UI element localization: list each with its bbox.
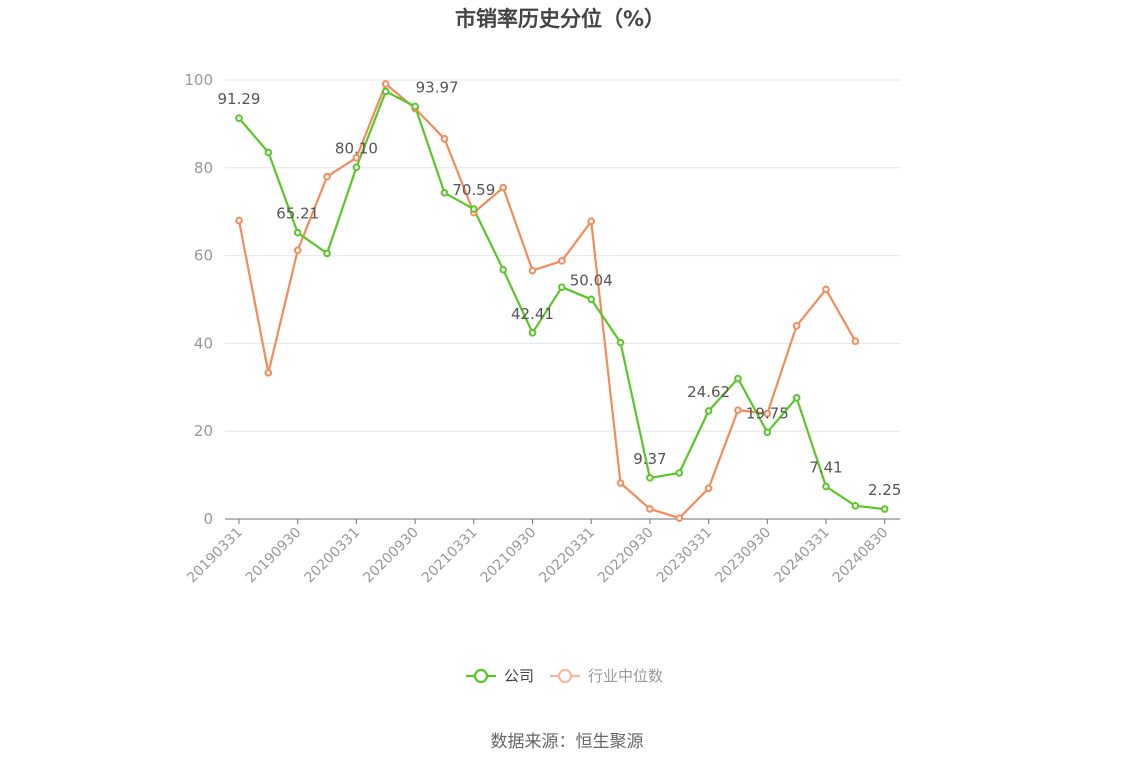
data-label: 7.41	[809, 458, 842, 476]
data-point[interactable]	[352, 163, 361, 172]
data-point[interactable]	[440, 189, 449, 197]
data-point[interactable]	[616, 338, 625, 347]
data-point[interactable]	[264, 369, 273, 377]
x-tick-label: 20220331	[536, 525, 598, 587]
data-point[interactable]	[646, 505, 654, 513]
data-label: 19.75	[746, 404, 789, 422]
data-point[interactable]	[704, 484, 713, 493]
data-point[interactable]	[675, 469, 684, 477]
data-point[interactable]	[323, 172, 331, 181]
y-tick-label: 40	[194, 334, 213, 352]
grid-lines	[225, 79, 900, 432]
data-point[interactable]	[822, 482, 830, 491]
x-tick-label: 20240830	[830, 525, 892, 587]
x-tick-label: 20200331	[302, 525, 364, 587]
data-label: 93.97	[416, 78, 459, 96]
legend-label: 行业中位数	[588, 667, 663, 685]
data-label: 2.25	[868, 481, 901, 499]
data-label: 80.10	[335, 139, 378, 157]
source-note: 数据来源：恒生聚源	[491, 732, 644, 752]
chart-title: 市销率历史分位（%）	[455, 7, 665, 31]
data-label: 65.21	[276, 205, 319, 223]
data-label: 91.29	[218, 90, 261, 108]
y-tick-label: 60	[194, 247, 213, 265]
data-point[interactable]	[293, 228, 302, 237]
x-tick-label: 20240331	[771, 525, 833, 587]
y-tick-label: 100	[184, 71, 213, 89]
series-points	[235, 80, 889, 522]
data-point[interactable]	[528, 266, 537, 275]
x-tick-label: 20190331	[184, 525, 246, 587]
x-tick-label: 20220930	[595, 525, 657, 587]
data-label: 42.41	[511, 305, 554, 323]
y-tick-label: 0	[203, 510, 213, 528]
data-point[interactable]	[734, 374, 742, 383]
data-point[interactable]	[323, 249, 331, 258]
data-point[interactable]	[763, 428, 772, 437]
data-point[interactable]	[264, 148, 273, 157]
data-point[interactable]	[558, 257, 566, 265]
legend-item[interactable]: 行业中位数	[550, 667, 663, 685]
data-point[interactable]	[880, 505, 889, 513]
data-point[interactable]	[822, 285, 830, 294]
series-line-1	[237, 82, 857, 520]
x-tick-label: 20210331	[419, 525, 481, 587]
data-point[interactable]	[646, 474, 654, 482]
x-tick-label: 20230331	[654, 525, 716, 587]
data-point[interactable]	[293, 246, 302, 255]
data-label: 9.37	[633, 450, 666, 468]
data-point[interactable]	[616, 479, 625, 487]
data-label: 24.62	[687, 383, 730, 401]
data-point[interactable]	[763, 409, 772, 418]
x-tick-label: 20200930	[360, 525, 422, 587]
data-point[interactable]	[381, 80, 390, 88]
data-point[interactable]	[235, 216, 243, 225]
x-axis: 2019033120190930202003312020093020210331…	[184, 518, 900, 587]
data-point[interactable]	[499, 265, 507, 274]
data-point[interactable]	[470, 205, 478, 213]
data-point[interactable]	[352, 153, 361, 162]
data-point[interactable]	[411, 102, 419, 111]
data-point[interactable]	[235, 114, 243, 123]
data-label: 50.04	[570, 271, 613, 289]
y-tick-label: 20	[194, 422, 213, 440]
y-axis-ticks: 0 20 40 60 80 100	[184, 71, 213, 528]
x-tick-label: 20190930	[243, 525, 305, 587]
data-point[interactable]	[558, 283, 566, 292]
data-point[interactable]	[440, 135, 449, 143]
data-point[interactable]	[792, 322, 801, 330]
data-point[interactable]	[851, 337, 860, 346]
legend-item[interactable]: 公司	[466, 667, 534, 685]
data-point[interactable]	[381, 87, 390, 96]
data-point[interactable]	[499, 183, 507, 192]
legend[interactable]: 公司 行业中位数	[466, 667, 663, 685]
data-point[interactable]	[734, 406, 742, 414]
data-label: 70.59	[452, 181, 495, 199]
x-tick-label: 20210930	[478, 525, 540, 587]
data-point[interactable]	[792, 394, 801, 402]
legend-marker-icon	[557, 668, 573, 684]
data-point[interactable]	[704, 407, 713, 415]
data-labels: 91.29 65.21 80.10 93.97 70.59 42.41 50.04 9.37 2…	[218, 78, 902, 499]
y-tick-label: 80	[194, 159, 213, 177]
data-point[interactable]	[587, 217, 596, 226]
legend-marker-icon	[473, 668, 489, 684]
data-point[interactable]	[851, 502, 860, 510]
legend-label: 公司	[504, 667, 534, 685]
data-point[interactable]	[528, 329, 537, 337]
data-point[interactable]	[675, 514, 684, 522]
data-point[interactable]	[587, 295, 596, 304]
x-tick-label: 20230930	[712, 525, 774, 587]
